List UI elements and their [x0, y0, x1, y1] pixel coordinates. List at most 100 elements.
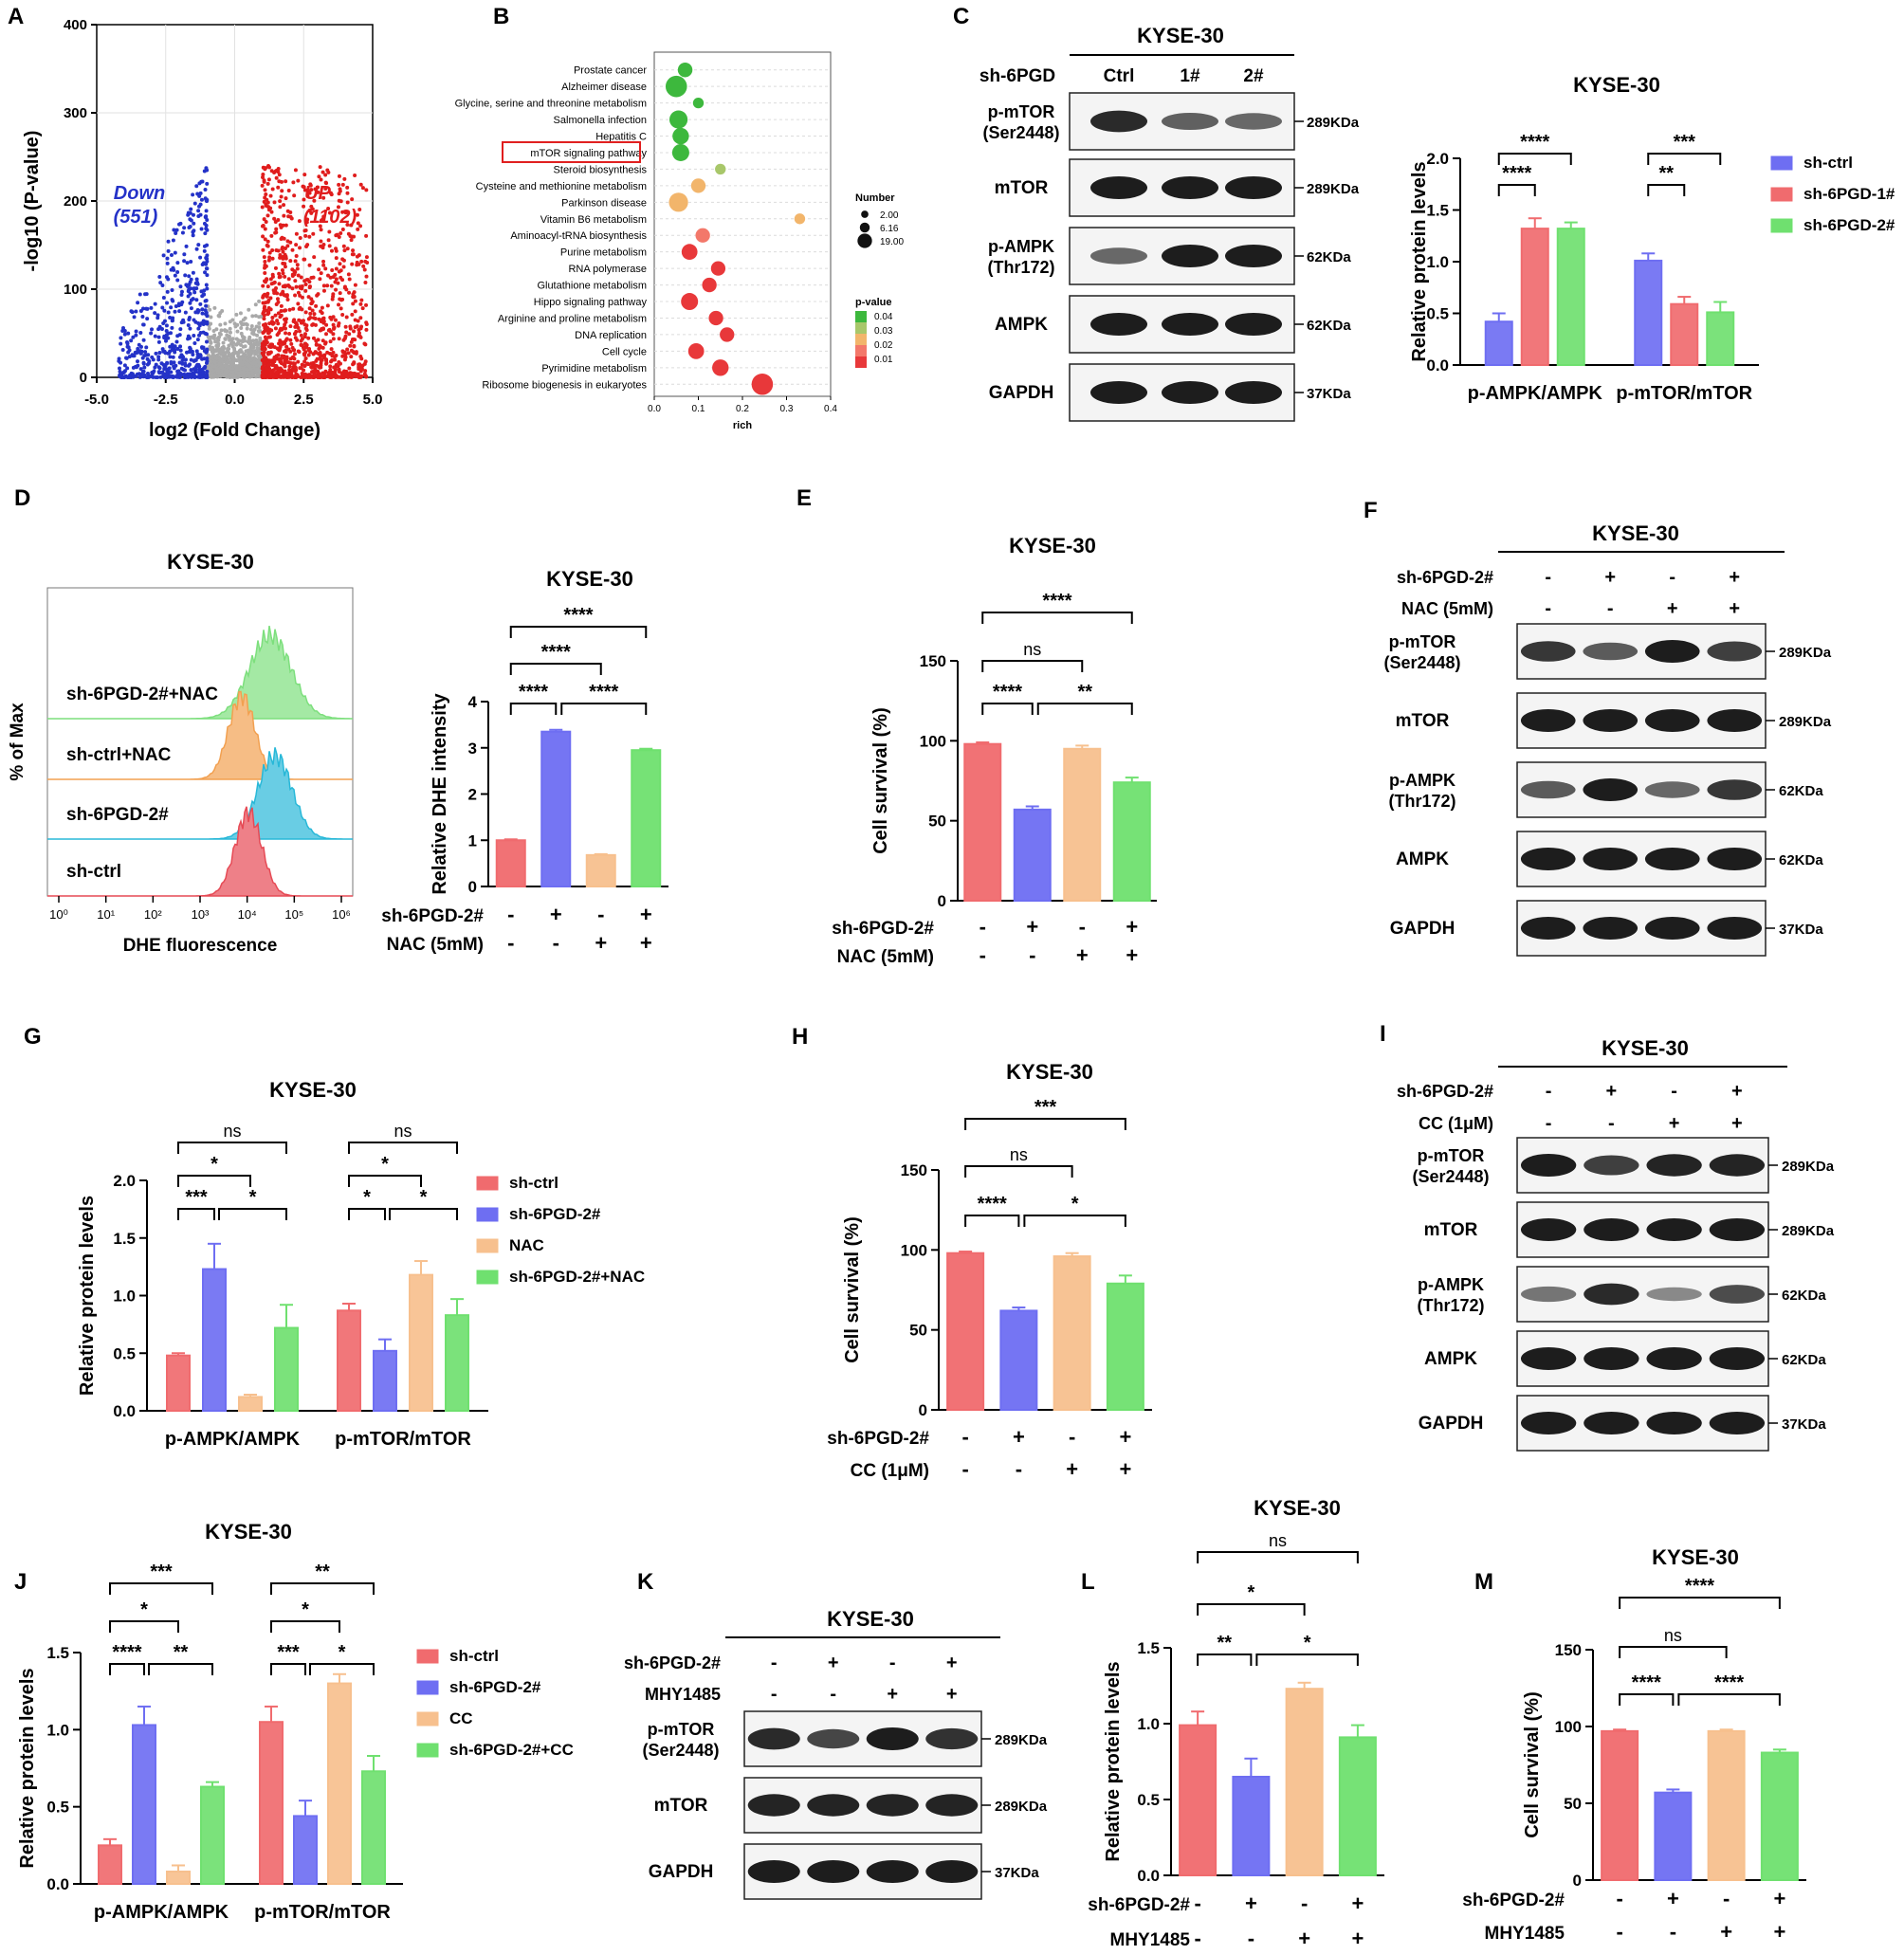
blot-band: [1225, 313, 1282, 336]
point-up: [288, 240, 293, 245]
point-up: [318, 355, 322, 359]
significance-label: **: [315, 1562, 330, 1582]
point-up: [342, 369, 347, 374]
significance-bracket: [964, 1165, 1073, 1178]
significance-label: ***: [185, 1187, 208, 1208]
point-ns: [207, 326, 211, 331]
point-down: [202, 288, 207, 293]
point-up: [326, 273, 331, 278]
legend-size-dot: [857, 233, 872, 248]
significance-label: ns: [1269, 1531, 1287, 1550]
pathway-bubble: [672, 127, 689, 145]
panel-label-b: B: [493, 4, 510, 29]
point-ns: [255, 333, 260, 338]
blot-band: [1225, 245, 1282, 267]
point-ns: [241, 359, 246, 364]
point-ns: [254, 342, 259, 347]
point-down: [130, 353, 135, 357]
point-up: [261, 234, 265, 239]
point-up: [313, 187, 318, 192]
point-up: [350, 197, 355, 202]
legend-color-step: [855, 322, 867, 334]
category-label: p-AMPK/AMPK: [94, 1902, 229, 1923]
significance-bracket: [348, 1142, 458, 1154]
point-up: [267, 250, 272, 255]
point-ns: [249, 324, 254, 329]
point-up: [262, 217, 266, 222]
point-up: [306, 353, 311, 357]
bar: [999, 1309, 1038, 1411]
point-up: [294, 231, 299, 236]
point-down: [188, 326, 192, 331]
point-up: [331, 350, 336, 355]
significance-label: ****: [112, 1642, 141, 1663]
blot-band: [1584, 1218, 1639, 1241]
point-down: [134, 374, 138, 378]
point-down: [145, 306, 150, 311]
y-tick-label: 150: [901, 1161, 927, 1179]
point-down: [157, 351, 162, 356]
y-tick-label: 0.5: [1426, 305, 1449, 323]
point-down: [168, 316, 173, 320]
point-down: [161, 295, 166, 300]
pathway-bubble: [668, 192, 688, 212]
significance-label: ns: [1023, 640, 1041, 659]
point-up: [274, 302, 279, 307]
blot-condition-sign: -: [771, 1684, 778, 1705]
point-down: [173, 309, 177, 314]
significance-label: **: [1077, 682, 1092, 703]
point-up: [265, 294, 269, 299]
point-ns: [249, 338, 254, 343]
point-down: [179, 320, 184, 325]
significance-bracket: [177, 1142, 287, 1154]
point-up: [295, 338, 300, 342]
pathway-bubble: [668, 110, 688, 129]
chart-title: KYSE-30: [1573, 73, 1660, 97]
point-up: [277, 282, 282, 286]
point-down: [129, 309, 134, 314]
blot-row-label: (Thr172): [987, 258, 1054, 277]
point-up: [302, 173, 307, 177]
point-up: [326, 238, 331, 243]
point-up: [277, 348, 282, 353]
point-up: [315, 375, 320, 379]
significance-label: ****: [589, 682, 618, 703]
point-up: [263, 361, 267, 366]
legend-entry: sh-ctrl: [1803, 154, 1853, 172]
point-down: [134, 365, 138, 370]
significance-label: **: [1217, 1633, 1232, 1654]
significance-label: *: [1304, 1633, 1311, 1654]
chart-title: KYSE-30: [1009, 534, 1096, 557]
point-up: [264, 264, 268, 268]
point-down: [164, 275, 169, 280]
point-down: [204, 227, 209, 231]
point-up: [283, 247, 287, 251]
blot-band: [807, 1794, 860, 1817]
point-down: [119, 373, 124, 377]
point-down: [132, 315, 137, 320]
point-up: [277, 173, 282, 177]
legend-entry: sh-6PGD-2#: [1803, 216, 1895, 234]
pathway-bubble: [687, 343, 705, 359]
legend-swatch: [1770, 218, 1793, 233]
y-axis-label: Cell survival (%): [870, 707, 891, 854]
point-up: [268, 358, 273, 363]
blot-condition-label: sh-6PGD-2#: [1397, 568, 1493, 587]
panel-label-m: M: [1474, 1569, 1493, 1595]
point-down: [134, 309, 138, 314]
point-up: [359, 366, 364, 371]
point-up: [291, 356, 296, 360]
blot-band: [1583, 642, 1639, 661]
point-up: [364, 255, 369, 260]
category-label: p-AMPK/AMPK: [165, 1429, 301, 1450]
condition-sign: -: [507, 903, 514, 926]
point-down: [187, 316, 192, 320]
blot-band: [1520, 1154, 1577, 1177]
point-up: [267, 368, 272, 373]
point-down: [147, 358, 152, 363]
blot-condition-sign: -: [830, 1684, 836, 1705]
legend-entry: sh-6PGD-2#: [509, 1205, 601, 1223]
panel-label-h: H: [792, 1024, 809, 1050]
blot-band: [1584, 1412, 1639, 1434]
condition-sign: -: [979, 915, 986, 939]
